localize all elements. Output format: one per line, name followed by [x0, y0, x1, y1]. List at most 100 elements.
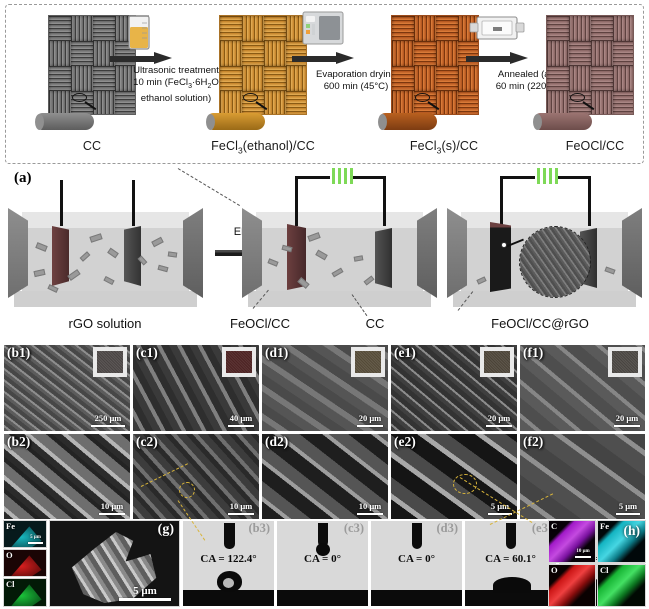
scalebar-f1: 20 μm	[614, 414, 640, 427]
electrode-rod-left	[60, 180, 63, 226]
synthesis-scheme-panel: CC Ultrasonic treatment 10 min (FeCl3·6H…	[5, 4, 644, 164]
process-arrow-2-icon	[292, 52, 354, 64]
furnace-icon	[469, 15, 525, 41]
contact-angle-panel-e3: (e3) CA = 60.1°	[464, 520, 557, 607]
fiber-magnifier-fecl3-ethanol	[206, 93, 273, 133]
scalebar-e1: 20 μm	[486, 414, 512, 427]
scalebar-b2: 10 μm	[99, 502, 125, 515]
beaker-icon	[124, 13, 154, 51]
process-arrow-1-icon	[110, 52, 172, 64]
photo-inset-b1	[93, 347, 127, 377]
ca-tag-b3: (b3)	[248, 521, 270, 535]
sem-panel-f1: (f1) 20 μm	[519, 344, 646, 432]
scalebar-e1-text: 20 μm	[487, 413, 511, 423]
sem-panel-b1: (b1) 250 μm	[3, 344, 131, 432]
stage-label-feocl-cc: FeOCl/CC	[565, 139, 625, 153]
stage-label-fecl3-solid: FeCl3(s)/CC	[409, 139, 479, 156]
eds-map-o: O	[548, 564, 596, 607]
photo-inset-f1	[608, 347, 642, 377]
contact-angle-panel-b3: (b3) CA = 122.4°	[182, 520, 275, 607]
epd-tank-result	[447, 168, 642, 309]
epd-process-panel: (a) rGO solution EPD	[0, 168, 649, 340]
eds-label-o-left: O	[6, 550, 13, 560]
ca-value-d3: CA = 0°	[398, 553, 435, 566]
scalebar-f2: 5 μm	[616, 502, 640, 515]
stage-label-fecl3-ethanol: FeCl3(ethanol)/CC	[211, 139, 315, 156]
sem-panel-e1: (e1) 20 μm	[390, 344, 518, 432]
step2-line1: Evaporation drying	[316, 69, 396, 80]
panel-tag-h: (h)	[623, 523, 641, 538]
sem-tag-e1: (e1)	[394, 345, 416, 360]
zoom-marker-c2	[179, 482, 195, 498]
eds-label-cl-left: Cl	[6, 579, 15, 589]
scalebar-d2: 10 μm	[357, 502, 383, 515]
process-step-1-text: Ultrasonic treatment 10 min (FeCl3·6H2O …	[101, 65, 251, 105]
eds-map-group-h: C 10 μm Fe (h) O Cl	[548, 520, 646, 607]
scalebar-g-text: 5 μm	[133, 584, 157, 597]
stage-label-cc: CC	[82, 139, 102, 153]
scalebar-b1-text: 250 μm	[94, 413, 122, 423]
scalebar-f2-text: 5 μm	[618, 501, 638, 511]
eds-map-c: C 10 μm	[548, 520, 596, 563]
rgo-coating-zoom-circle	[519, 226, 591, 298]
fecl3-ethanol-weave-icon	[219, 15, 307, 115]
step3-line1: Annealed (air)	[497, 69, 559, 80]
electrode-feocl-rgo	[490, 222, 511, 292]
sem-panel-b2: (b2) 10 μm	[3, 433, 131, 520]
eds-map-fe-left: Fe 5 μm	[3, 520, 47, 548]
scalebar-d1: 20 μm	[357, 414, 383, 427]
ca-tag-e3: (e3)	[531, 521, 552, 535]
sem-tag-d2: (d2)	[265, 434, 289, 449]
ca-value-c3: CA = 0°	[304, 553, 341, 566]
scalebar-c2-text: 10 μm	[229, 501, 253, 511]
sem-tag-c2: (c2)	[136, 434, 158, 449]
scalebar-b2-text: 10 μm	[100, 501, 124, 511]
sem-panel-d2: (d2) 10 μm	[261, 433, 389, 520]
eds-map-cl: Cl	[597, 564, 646, 607]
sem-tag-b2: (b2)	[7, 434, 31, 449]
synthesis-stage-cc	[48, 15, 136, 115]
scalebar-b1: 250 μm	[91, 414, 125, 427]
process-step-2-text: Evaporation drying 600 min (45°C)	[281, 69, 431, 93]
fiber-magnifier-fecl3-solid	[378, 93, 445, 133]
scalebar-c1: 40 μm	[228, 414, 254, 427]
process-arrow-3-icon	[466, 52, 528, 64]
sem-tag-b1: (b1)	[7, 345, 31, 360]
epd-tank-rgo-solution	[8, 180, 203, 309]
scalebar-c2: 10 μm	[228, 502, 254, 515]
contact-angle-panel-c3: (c3) CA = 0°	[276, 520, 369, 607]
ca-tag-d3: (d3)	[436, 521, 458, 535]
fiber-magnifier-cc	[35, 93, 102, 133]
eds-label-o: O	[551, 565, 558, 575]
zoom-marker-e2	[453, 474, 477, 494]
sem-tag-e2: (e2)	[394, 434, 416, 449]
step1-line1: Ultrasonic treatment	[133, 65, 219, 76]
eds-label-fe-left: Fe	[6, 521, 15, 531]
carbon-cloth-weave-icon	[48, 15, 136, 115]
caption-cc: CC	[365, 316, 385, 331]
step3-line2: 60 min (220°C)	[495, 81, 561, 92]
step2-line2: 600 min (45°C)	[323, 81, 389, 92]
oven-icon	[302, 11, 344, 45]
electrode-cc-2	[375, 228, 392, 288]
photo-inset-e1	[480, 347, 514, 377]
scalebar-d2-text: 10 μm	[358, 501, 382, 511]
synthesis-stage-fecl3-ethanol	[219, 15, 307, 115]
scalebar-f1-text: 20 μm	[615, 413, 639, 423]
water-droplet-e3	[493, 577, 531, 593]
photo-inset-d1	[351, 347, 385, 377]
caption-feocl-cc-rgo: FeOCl/CC@rGO	[491, 316, 589, 331]
eds-map-cl-left: Cl	[3, 578, 47, 607]
water-droplet-b3	[217, 571, 242, 592]
eds-label-fe: Fe	[600, 521, 609, 531]
sem-tag-f1: (f1)	[523, 345, 544, 360]
scalebar-e2: 5 μm	[488, 502, 512, 515]
sem-panel-c1: (c1) 40 μm	[132, 344, 260, 432]
process-step-3-text: Annealed (air) 60 min (220°C)	[453, 69, 603, 93]
scalebar-h: 10 μm	[575, 549, 591, 558]
power-supply-icon	[330, 168, 356, 184]
scalebar-e2-text: 5 μm	[490, 501, 510, 511]
electrode-feocl-cc	[287, 224, 306, 290]
ca-value-e3: CA = 60.1°	[485, 553, 536, 566]
